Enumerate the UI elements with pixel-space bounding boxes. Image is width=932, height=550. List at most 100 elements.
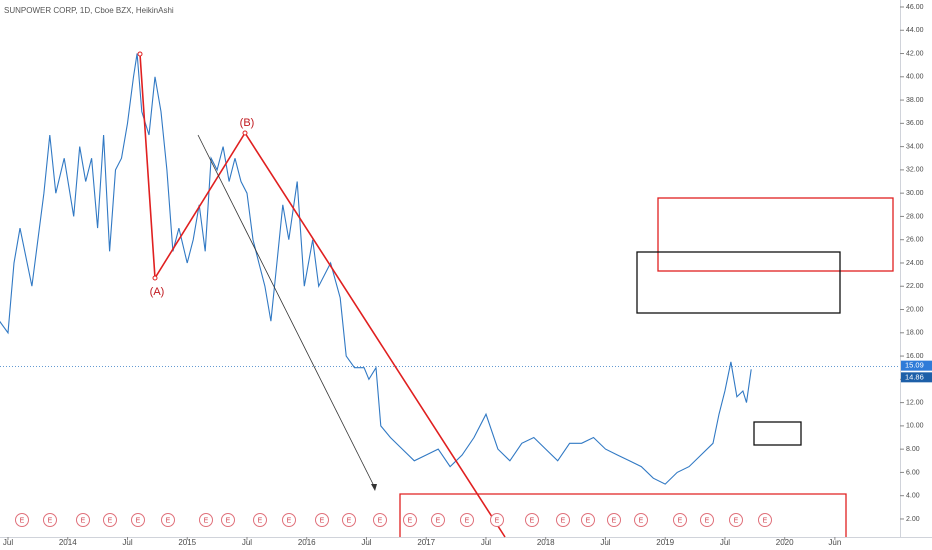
earnings-label: E — [408, 517, 413, 524]
price-label-box — [901, 360, 932, 371]
x-tick-label: Jul — [720, 538, 730, 547]
y-tick-label: 30.00 — [906, 190, 924, 197]
earnings-marker — [15, 513, 29, 527]
earnings-marker — [221, 513, 235, 527]
earnings-label: E — [320, 517, 325, 524]
earnings-label: E — [734, 517, 739, 524]
wave-label: (A) — [150, 286, 165, 298]
y-tick-label: 28.00 — [906, 213, 924, 220]
y-tick-label: 4.00 — [906, 493, 920, 500]
earnings-marker — [131, 513, 145, 527]
earnings-label: E — [586, 517, 591, 524]
y-tick-label: 40.00 — [906, 74, 924, 81]
price-label-box — [901, 372, 932, 383]
earnings-label: E — [48, 517, 53, 524]
earnings-label: E — [495, 517, 500, 524]
earnings-label: E — [678, 517, 683, 524]
earnings-marker — [253, 513, 267, 527]
earnings-label: E — [378, 517, 383, 524]
earnings-marker — [556, 513, 570, 527]
earnings-marker — [490, 513, 504, 527]
y-tick-label: 34.00 — [906, 143, 924, 150]
y-tick-label: 2.00 — [906, 516, 920, 523]
earnings-label: E — [530, 517, 535, 524]
x-tick-label: 2019 — [656, 538, 674, 547]
earnings-marker — [460, 513, 474, 527]
y-tick-label: 12.00 — [906, 399, 924, 406]
earnings-marker — [76, 513, 90, 527]
x-tick-label: 2016 — [298, 538, 316, 547]
earnings-label: E — [108, 517, 113, 524]
earnings-label: E — [226, 517, 231, 524]
wave-anchor — [137, 51, 143, 57]
earnings-label: E — [705, 517, 710, 524]
y-tick-label: 6.00 — [906, 469, 920, 476]
earnings-label: E — [561, 517, 566, 524]
earnings-label: E — [258, 517, 263, 524]
y-tick-label: 10.00 — [906, 423, 924, 430]
wave-label: (B) — [240, 117, 255, 129]
earnings-label: E — [639, 517, 644, 524]
earnings-marker — [342, 513, 356, 527]
trend-arrow — [197, 134, 376, 489]
earnings-label: E — [81, 517, 86, 524]
chart-title: SUNPOWER CORP, 1D, Cboe BZX, HeikinAshi — [4, 6, 174, 15]
x-tick-label: Jul — [122, 538, 132, 547]
support-zone — [753, 421, 802, 446]
x-tick-label: Jun — [828, 538, 841, 547]
price-line — [0, 53, 752, 485]
x-tick-label: 2018 — [537, 538, 555, 547]
earnings-marker — [700, 513, 714, 527]
plot-area — [0, 53, 752, 485]
earnings-marker — [103, 513, 117, 527]
wave-line — [139, 53, 506, 538]
wave-anchor — [242, 130, 248, 136]
earnings-marker — [525, 513, 539, 527]
earnings-marker — [161, 513, 175, 527]
y-tick-label: 46.00 — [906, 4, 924, 11]
y-tick-label: 42.00 — [906, 50, 924, 57]
earnings-marker — [607, 513, 621, 527]
earnings-label: E — [763, 517, 768, 524]
x-tick-label: Jul — [600, 538, 610, 547]
earnings-label: E — [612, 517, 617, 524]
earnings-marker — [373, 513, 387, 527]
resistance-zone — [636, 251, 841, 314]
y-tick-label: 26.00 — [906, 237, 924, 244]
earnings-marker — [403, 513, 417, 527]
earnings-label: E — [20, 517, 25, 524]
earnings-marker — [282, 513, 296, 527]
y-tick-label: 36.00 — [906, 120, 924, 127]
earnings-label: E — [347, 517, 352, 524]
earnings-label: E — [287, 517, 292, 524]
earnings-marker — [634, 513, 648, 527]
earnings-label: E — [166, 517, 171, 524]
earnings-marker — [581, 513, 595, 527]
x-tick-label: 2017 — [417, 538, 435, 547]
price-label: 14.86 — [905, 372, 924, 381]
earnings-marker — [729, 513, 743, 527]
x-tick-label: 2015 — [178, 538, 196, 547]
wave-anchor — [152, 275, 158, 281]
earnings-label: E — [136, 517, 141, 524]
arrow-head — [371, 484, 377, 491]
y-tick-label: 32.00 — [906, 167, 924, 174]
x-tick-label: Jul — [242, 538, 252, 547]
y-tick-label: 24.00 — [906, 260, 924, 267]
price-label: 15.09 — [905, 361, 924, 370]
earnings-marker — [315, 513, 329, 527]
x-tick-label: Jul — [3, 538, 13, 547]
earnings-marker — [199, 513, 213, 527]
earnings-marker — [673, 513, 687, 527]
earnings-marker — [43, 513, 57, 527]
y-tick-label: 8.00 — [906, 446, 920, 453]
y-tick-label: 38.00 — [906, 97, 924, 104]
x-tick-label: Jul — [361, 538, 371, 547]
y-tick-label: 20.00 — [906, 306, 924, 313]
earnings-label: E — [204, 517, 209, 524]
y-tick-label: 16.00 — [906, 353, 924, 360]
earnings-marker — [431, 513, 445, 527]
bottom-zone — [399, 493, 847, 537]
